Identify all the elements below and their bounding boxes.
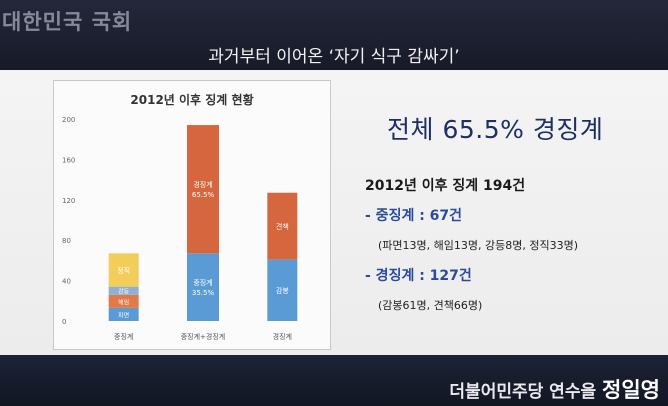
footer-party: 더불어민주당 연수을 — [449, 382, 597, 402]
segment-percent-label: 65.5% — [192, 191, 215, 199]
bottom-banner — [0, 355, 668, 406]
slide-title: 과거부터 이어온 ‘자기 식구 감싸기’ — [208, 47, 460, 67]
bar-segment — [267, 192, 298, 260]
heavy-discipline-detail: (파면13명, 해임13명, 강등8명, 정직33명) — [378, 239, 578, 252]
segment-percent-label: 35.5% — [192, 289, 215, 297]
footer-member-name: 정일영 — [602, 378, 660, 402]
y-tick-label: 80 — [62, 237, 71, 245]
segment-label: 해임 — [118, 298, 129, 306]
segment-label: 파면 — [118, 311, 129, 319]
y-tick-label: 160 — [62, 156, 75, 164]
category-label: 중징계 — [114, 332, 133, 341]
light-discipline-stat: - 경징계 : 127건 — [365, 268, 472, 284]
discipline-bar-chart: 04080120160200파면해임강등정직중징계중징계35.5%경징계65.5… — [62, 116, 298, 341]
segment-label: 견책 — [276, 222, 289, 231]
bar-segment — [187, 125, 219, 254]
bar-segment — [108, 307, 139, 321]
segment-label: 강등 — [118, 288, 130, 296]
top-banner — [0, 0, 668, 70]
assembly-logo-text: 대한민국 국회 — [2, 10, 133, 34]
y-tick-label: 40 — [62, 278, 71, 286]
segment-label: 경징계 — [193, 180, 212, 189]
bar-segment — [267, 259, 298, 321]
bar-segment — [108, 253, 139, 287]
summary-subtitle: 2012년 이후 징계 194건 — [365, 178, 526, 194]
category-label: 중징계+경징계 — [181, 332, 226, 341]
chart-title: 2012년 이후 징계 현황 — [130, 93, 254, 107]
segment-label: 중징계 — [193, 278, 212, 287]
y-tick-label: 200 — [62, 116, 75, 124]
category-label: 경징계 — [273, 332, 292, 341]
bar-segment — [187, 253, 219, 321]
y-tick-label: 120 — [62, 197, 75, 205]
y-tick-label: 0 — [62, 318, 66, 326]
heavy-discipline-stat: - 중징계 : 67건 — [365, 208, 463, 224]
bar-segment — [108, 286, 139, 295]
light-discipline-detail: (감봉61명, 견책66명) — [378, 299, 483, 312]
segment-label: 정직 — [117, 266, 130, 275]
footer-caption: 더불어민주당 연수을 정일영 — [449, 374, 660, 404]
bar-segment — [108, 294, 139, 308]
headline: 전체 65.5% 경징계 — [387, 115, 604, 144]
segment-label: 감봉 — [276, 287, 289, 295]
